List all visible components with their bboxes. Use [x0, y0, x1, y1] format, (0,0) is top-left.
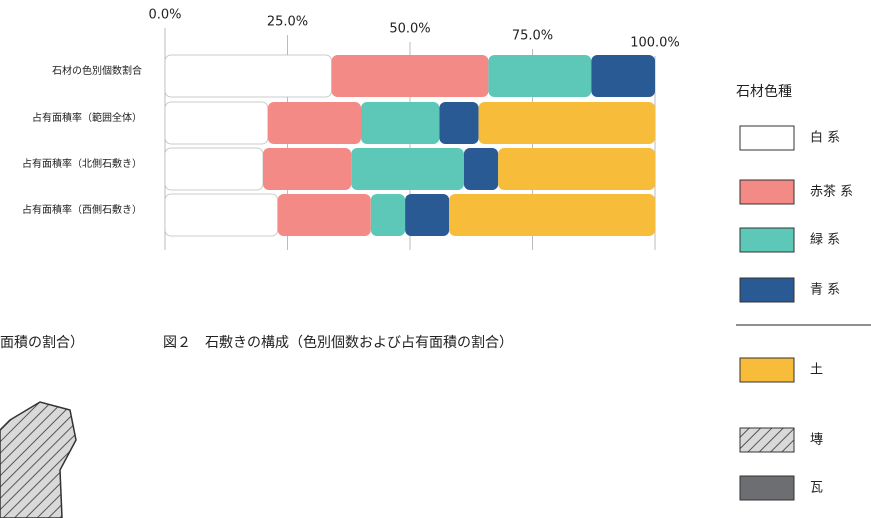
bar-segment	[263, 148, 352, 190]
category-label: 占有面積率（範囲全体）	[32, 111, 142, 124]
category-label: 占有面積率（北側石敷き）	[22, 157, 142, 170]
legend-swatch	[739, 357, 795, 383]
drawing	[0, 401, 77, 518]
x-tick-label: 50.0%	[389, 22, 430, 37]
legend-swatch	[739, 475, 795, 501]
bar-segment	[277, 194, 371, 236]
legend-swatch	[739, 227, 795, 253]
bar-segment	[361, 102, 440, 144]
legend-swatch	[739, 179, 795, 205]
x-tick-label: 100.0%	[630, 36, 680, 51]
bar-segment	[439, 102, 479, 144]
bar-segment	[405, 194, 450, 236]
x-tick-label: 75.0%	[512, 29, 553, 44]
bar-segment	[267, 102, 361, 144]
category-label: 占有面積率（西側石敷き）	[22, 203, 142, 216]
bar-segment	[370, 194, 406, 236]
legend-title: 石材色種	[736, 83, 792, 100]
bar-segment	[331, 55, 489, 97]
bar-segment	[498, 148, 655, 190]
x-tick-label: 25.0%	[267, 15, 308, 30]
left-caption: 面積の割合）	[0, 334, 84, 351]
bar-segment	[164, 147, 264, 191]
bar-segment	[164, 54, 333, 98]
caption: 図２ 石敷きの構成（色別個数および占有面積の割合）	[163, 334, 513, 351]
legend-label: 青 系	[810, 283, 840, 298]
legend-label: 赤茶 系	[810, 184, 853, 200]
legend-label: 塼	[810, 433, 823, 448]
bar-segment	[449, 194, 655, 236]
bar-segment	[164, 101, 269, 145]
bar-segment	[478, 102, 655, 144]
legend-label: 瓦	[810, 481, 823, 496]
bar-segment	[164, 193, 279, 237]
legend-swatch	[739, 125, 795, 151]
category-label: 石材の色別個数割合	[52, 64, 142, 77]
x-tick-label: 0.0%	[148, 8, 181, 23]
legend-label: 緑 系	[810, 233, 840, 248]
bar-segment	[591, 55, 655, 97]
legend-label: 土	[810, 363, 823, 378]
legend-swatch	[739, 427, 795, 453]
legend-swatch	[739, 277, 795, 303]
bar-segment	[488, 55, 592, 97]
bar-segment	[463, 148, 499, 190]
legend-label: 白 系	[810, 130, 840, 146]
bar-segment	[351, 148, 464, 190]
